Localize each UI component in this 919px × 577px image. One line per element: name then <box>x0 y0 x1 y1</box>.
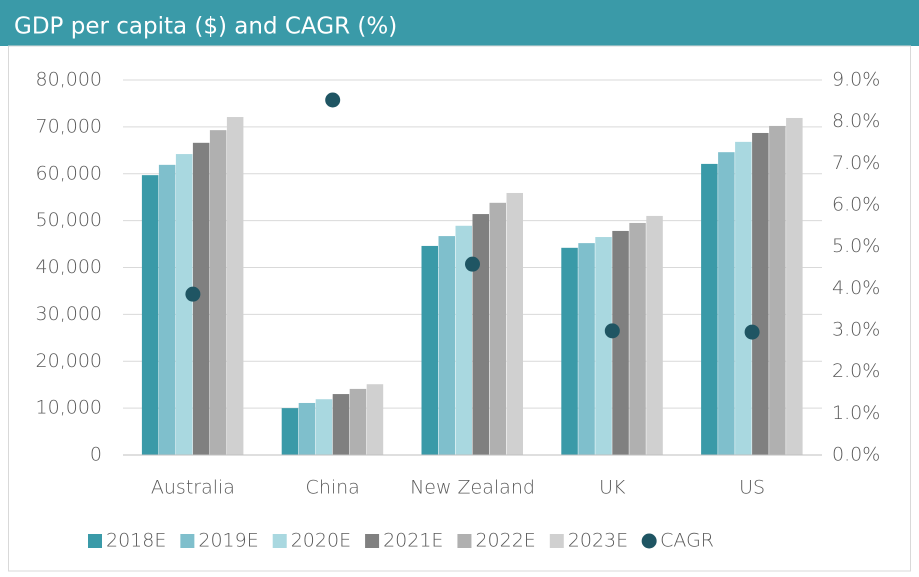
y2-tick-label: 7.0% <box>832 152 880 174</box>
y2-tick-label: 0.0% <box>832 444 880 466</box>
y2-tick-label: 6.0% <box>832 194 880 216</box>
y-tick-label: 40,000 <box>36 256 102 278</box>
cagr-point <box>185 286 201 302</box>
bar <box>506 192 523 455</box>
cagr-point <box>465 256 480 272</box>
bar <box>578 243 595 455</box>
legend-label: 2022E <box>475 530 535 552</box>
x-tick-label: Australia <box>151 477 235 499</box>
y2-tick-label: 1.0% <box>832 402 880 424</box>
legend-label: CAGR <box>660 530 714 552</box>
legend-label: 2020E <box>291 530 351 552</box>
legend-label: 2018E <box>106 530 166 552</box>
bar <box>455 225 472 455</box>
bar <box>561 247 578 455</box>
cagr-point <box>744 324 760 340</box>
bar <box>421 245 438 455</box>
bar <box>646 215 663 455</box>
legend-swatch <box>549 534 564 548</box>
cagr-point <box>325 92 341 108</box>
bar <box>349 388 367 455</box>
legend-swatch <box>272 534 287 548</box>
y2-tick-label: 3.0% <box>832 319 880 341</box>
legend-swatch <box>365 534 380 548</box>
bar <box>595 237 612 455</box>
bar <box>735 141 752 455</box>
y2-tick-label: 9.0% <box>832 69 880 91</box>
y2-tick-label: 2.0% <box>832 360 880 382</box>
y2-tick-label: 8.0% <box>832 110 880 132</box>
cagr-point <box>604 323 620 339</box>
y2-tick-label: 5.0% <box>832 235 880 257</box>
bar <box>629 222 646 455</box>
legend-swatch <box>88 534 102 548</box>
bar <box>489 202 506 455</box>
y-tick-label: 10,000 <box>36 397 102 419</box>
y-tick-label: 30,000 <box>36 303 102 325</box>
y-tick-label: 0 <box>90 444 102 466</box>
bar <box>315 399 333 455</box>
bar <box>701 163 718 455</box>
bar <box>612 230 629 455</box>
y-tick-label: 50,000 <box>36 209 102 231</box>
legend-swatch <box>457 534 472 548</box>
bar <box>718 152 735 455</box>
y-tick-label: 80,000 <box>36 69 102 91</box>
legend-label: 2023E <box>568 530 628 552</box>
y2-tick-label: 4.0% <box>832 277 880 299</box>
bar <box>192 142 210 455</box>
y-tick-label: 20,000 <box>36 350 102 372</box>
legend-swatch <box>641 533 657 549</box>
x-tick-label: US <box>739 477 765 499</box>
bar <box>298 402 316 455</box>
bar <box>281 408 299 455</box>
bar <box>175 154 193 455</box>
chart-title: GDP per capita ($) and CAGR (%) <box>14 14 397 40</box>
bar <box>769 125 786 455</box>
x-tick-label: UK <box>599 477 626 499</box>
y-tick-label: 70,000 <box>36 115 102 137</box>
bar <box>209 130 227 455</box>
bar <box>158 164 176 455</box>
bar <box>786 117 803 455</box>
x-tick-label: China <box>306 477 360 499</box>
legend-label: 2021E <box>383 530 443 552</box>
bar <box>226 117 244 455</box>
bar <box>332 394 350 455</box>
legend-label: 2019E <box>198 530 258 552</box>
bar <box>438 236 455 455</box>
bar <box>472 214 489 455</box>
title-bar <box>0 0 919 46</box>
x-tick-label: New Zealand <box>410 477 535 499</box>
bar <box>141 175 159 455</box>
legend-swatch <box>180 534 195 548</box>
chart-frame <box>8 45 911 572</box>
y-tick-label: 60,000 <box>36 162 102 184</box>
bar <box>752 132 769 455</box>
bar <box>366 384 384 455</box>
